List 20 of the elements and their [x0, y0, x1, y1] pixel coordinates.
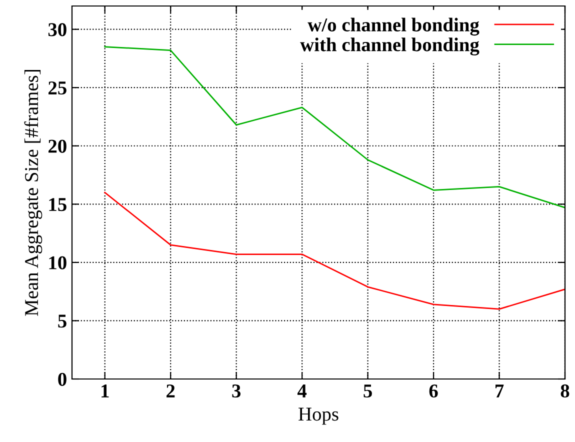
- x-tick-label: 5: [364, 384, 372, 398]
- y-tick-label: 15: [49, 198, 66, 212]
- y-tick-label: 20: [48, 140, 66, 153]
- y-tick-label: 30: [48, 23, 66, 36]
- y-tick-label: 0: [58, 372, 66, 386]
- x-tick-label: 7: [496, 384, 504, 398]
- y-tick-label: 25: [48, 81, 66, 95]
- y-axis-title: Mean Aggregate Size [#frames]: [24, 70, 42, 316]
- y-tick-label: 5: [58, 314, 66, 328]
- x-tick-label: 3: [232, 384, 241, 398]
- line-series: [104, 192, 565, 310]
- y-tick-label: 10: [49, 256, 66, 270]
- x-axis-title: Hops: [298, 408, 338, 425]
- x-tick-label: 6: [429, 384, 438, 398]
- x-tick-label: 2: [166, 384, 175, 398]
- legend-label: with channel bonding: [300, 38, 480, 56]
- x-tick-label: 8: [560, 384, 570, 398]
- x-tick-label: 4: [297, 384, 307, 398]
- x-tick-label: 1: [102, 384, 109, 398]
- legend-label: w/o channel bonding: [308, 18, 480, 36]
